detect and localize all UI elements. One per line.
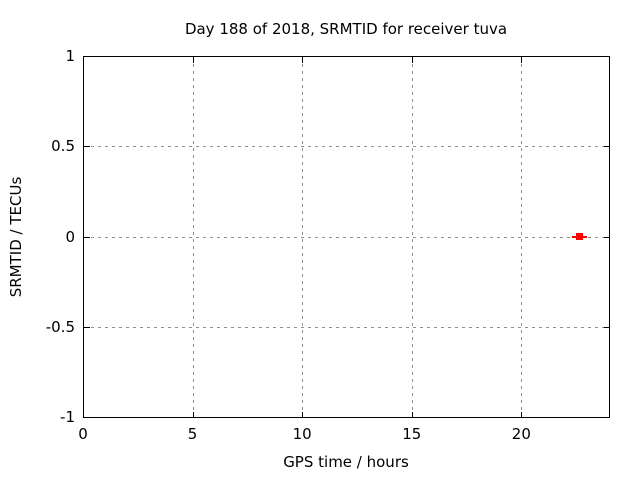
x-tick-top	[192, 57, 194, 63]
x-tick-label: 5	[187, 425, 198, 443]
x-tick-bottom	[192, 412, 194, 418]
y-tick-left	[84, 236, 90, 238]
y-tick-label: 0.5	[51, 137, 75, 156]
y-tick-left	[84, 146, 90, 148]
y-tick-right	[604, 236, 610, 238]
y-tick-right	[604, 417, 610, 418]
y-gridline	[84, 326, 609, 328]
x-tick-top	[521, 57, 523, 63]
x-tick-top	[302, 57, 304, 63]
y-tick-label: -0.5	[45, 317, 75, 336]
x-tick-bottom	[411, 412, 413, 418]
data-point-marker	[575, 233, 583, 240]
x-tick-bottom	[521, 412, 523, 418]
x-tick-label: 10	[292, 425, 312, 443]
y-gridline	[84, 146, 609, 148]
x-tick-label: 0	[78, 425, 88, 443]
x-tick-top	[411, 57, 413, 63]
y-tick-right	[604, 56, 610, 57]
y-gridline	[84, 236, 609, 238]
y-tick-label: 1	[65, 47, 75, 65]
y-tick-label: 0	[65, 227, 75, 246]
y-tick-right	[604, 146, 610, 148]
chart-title: Day 188 of 2018, SRMTID for receiver tuv…	[184, 20, 508, 38]
y-tick-right	[604, 326, 610, 328]
x-tick-top	[83, 57, 84, 63]
y-tick-label: -1	[60, 408, 75, 426]
x-axis-label: GPS time / hours	[283, 453, 409, 471]
y-tick-left	[84, 56, 90, 57]
x-tick-label: 20	[511, 425, 531, 443]
y-tick-left	[84, 417, 90, 418]
x-tick-bottom	[302, 412, 304, 418]
plot-area: 0 5 10 15 20 -1 -0.5 0 0.5 1	[46, 47, 610, 443]
x-tick-bottom	[83, 412, 84, 418]
y-axis-label: SRMTID / TECUs	[7, 176, 25, 298]
y-tick-left	[84, 326, 90, 328]
x-tick-label: 15	[402, 425, 422, 443]
